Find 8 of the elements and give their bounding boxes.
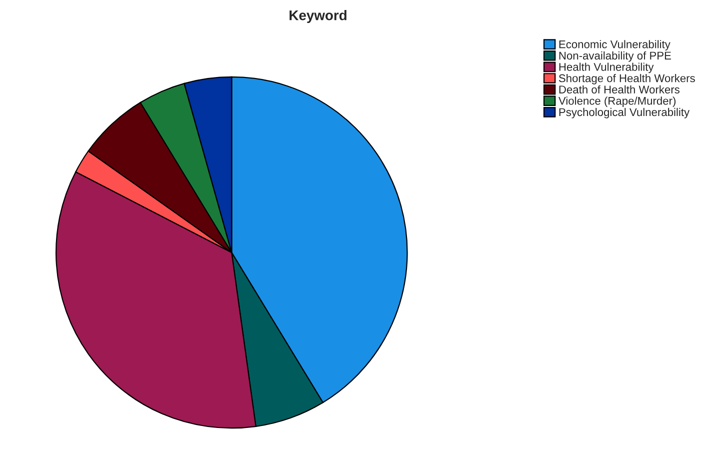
legend-label: Health Vulnerability (559, 62, 654, 74)
legend-label: Psychological Vulnerability (559, 108, 690, 118)
legend-label: Economic Vulnerability (559, 40, 670, 50)
legend-label: Violence (Rape/Murder) (558, 96, 676, 107)
legend-label: Death of Health Workers (559, 85, 680, 94)
chart-title: Keyword (290, 10, 346, 23)
legend-label: Non-availability of PPE (559, 51, 671, 62)
legend-label: Shortage of Health Workers (558, 74, 695, 84)
